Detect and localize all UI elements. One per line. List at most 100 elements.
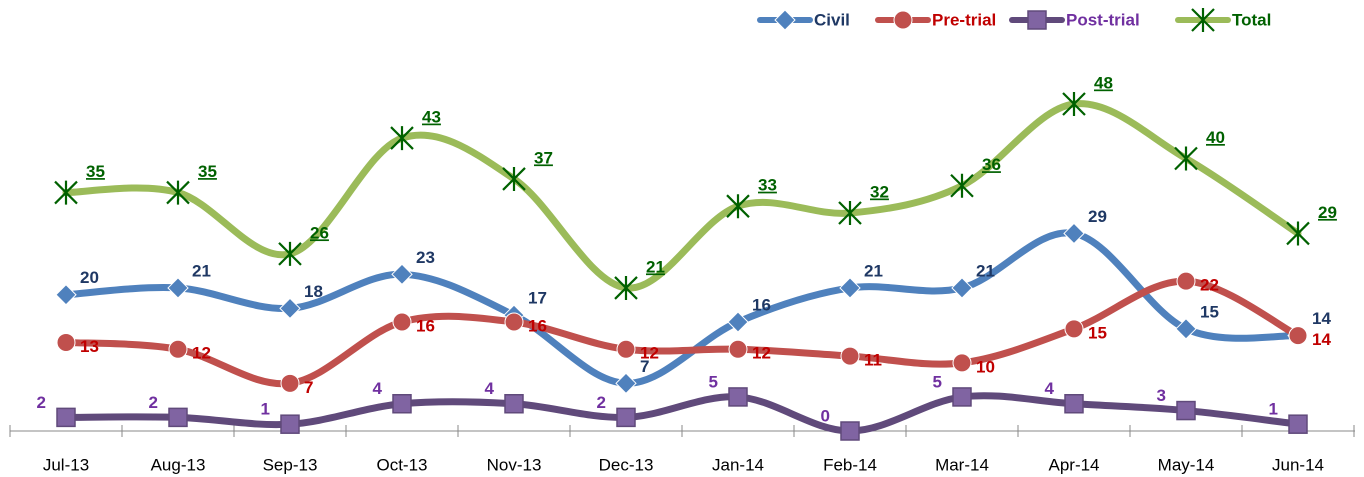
- data-label: 21: [976, 261, 995, 280]
- data-label: 12: [640, 344, 659, 363]
- marker: [167, 277, 189, 299]
- x-tick-label: Dec-13: [599, 455, 654, 474]
- legend-label: Pre-trial: [932, 10, 996, 29]
- data-label: 35: [86, 162, 105, 181]
- x-tick-label: Apr-14: [1048, 455, 1099, 474]
- data-label: 15: [1088, 323, 1107, 342]
- data-label: 29: [1318, 203, 1337, 222]
- marker: [390, 126, 414, 151]
- data-label: 14: [1312, 309, 1331, 328]
- marker: [55, 284, 77, 306]
- marker: [839, 277, 861, 299]
- data-label: 37: [534, 148, 553, 167]
- star: [614, 275, 638, 300]
- data-label: 4: [485, 379, 495, 398]
- circle: [1176, 271, 1196, 291]
- series-line: [62, 100, 1302, 292]
- marker: [1174, 146, 1198, 171]
- marker: [1064, 394, 1084, 414]
- star: [950, 173, 974, 198]
- data-label: 21: [646, 257, 665, 276]
- marker: [392, 312, 412, 332]
- series-line: [62, 277, 1302, 388]
- circle: [392, 312, 412, 332]
- marker: [1176, 271, 1196, 291]
- circle: [1064, 319, 1084, 339]
- legend-label: Total: [1232, 10, 1271, 29]
- marker: [1191, 8, 1215, 32]
- star: [1286, 221, 1310, 246]
- data-label: 43: [422, 108, 441, 127]
- data-label: 21: [192, 261, 211, 280]
- data-label: 5: [709, 372, 718, 391]
- diamond: [391, 263, 413, 286]
- data-label: 21: [864, 261, 883, 280]
- marker: [391, 263, 413, 286]
- star: [390, 126, 414, 151]
- data-label: 5: [933, 372, 942, 391]
- marker: [1027, 10, 1047, 30]
- diamond: [615, 372, 637, 395]
- x-tick-label: Feb-14: [823, 455, 877, 474]
- circle: [56, 332, 76, 352]
- data-label: 23: [416, 248, 435, 267]
- marker: [952, 387, 972, 407]
- marker: [280, 414, 300, 434]
- data-label: 7: [304, 378, 313, 397]
- data-label: 29: [1088, 207, 1107, 226]
- diamond: [774, 9, 796, 31]
- data-label: 13: [80, 337, 99, 356]
- marker: [840, 421, 860, 441]
- data-label: 16: [528, 316, 547, 335]
- data-label: 7: [640, 357, 649, 376]
- marker: [950, 173, 974, 198]
- square: [728, 387, 748, 407]
- data-label: 36: [982, 155, 1001, 174]
- diamond: [839, 277, 861, 299]
- marker: [1286, 221, 1310, 246]
- data-label: 16: [416, 316, 435, 335]
- circle: [504, 312, 524, 332]
- circle: [840, 346, 860, 366]
- marker: [615, 372, 637, 395]
- diamond: [55, 284, 77, 306]
- star: [838, 201, 862, 225]
- data-label: 1: [1269, 400, 1278, 419]
- marker: [1063, 222, 1085, 245]
- square: [504, 394, 524, 414]
- data-label: 2: [149, 393, 158, 412]
- star: [278, 241, 302, 266]
- circle: [952, 353, 972, 373]
- circle: [893, 10, 913, 30]
- marker: [504, 312, 524, 332]
- circle: [728, 339, 748, 359]
- circle: [280, 373, 300, 393]
- x-tick-label: May-14: [1158, 455, 1215, 474]
- data-label: 2: [597, 393, 606, 412]
- x-tick-label: Nov-13: [487, 455, 542, 474]
- diamond: [1063, 222, 1085, 245]
- marker: [728, 387, 748, 407]
- x-tick-label: Mar-14: [935, 455, 989, 474]
- marker: [1288, 326, 1308, 346]
- data-label: 40: [1206, 128, 1225, 147]
- marker: [728, 339, 748, 359]
- marker: [1064, 319, 1084, 339]
- marker: [838, 201, 862, 225]
- data-label: 48: [1094, 73, 1113, 92]
- circle: [1288, 326, 1308, 346]
- square: [56, 407, 76, 428]
- marker: [54, 180, 78, 205]
- legend-label: Civil: [814, 10, 850, 29]
- square: [952, 387, 972, 407]
- square: [280, 414, 300, 434]
- marker: [1288, 414, 1308, 434]
- data-label: 0: [821, 406, 830, 425]
- data-label: 1: [261, 400, 270, 419]
- data-label: 12: [192, 344, 211, 363]
- marker: [774, 9, 796, 31]
- data-label: 4: [1045, 379, 1055, 398]
- data-label: 32: [870, 182, 889, 201]
- star: [502, 166, 526, 191]
